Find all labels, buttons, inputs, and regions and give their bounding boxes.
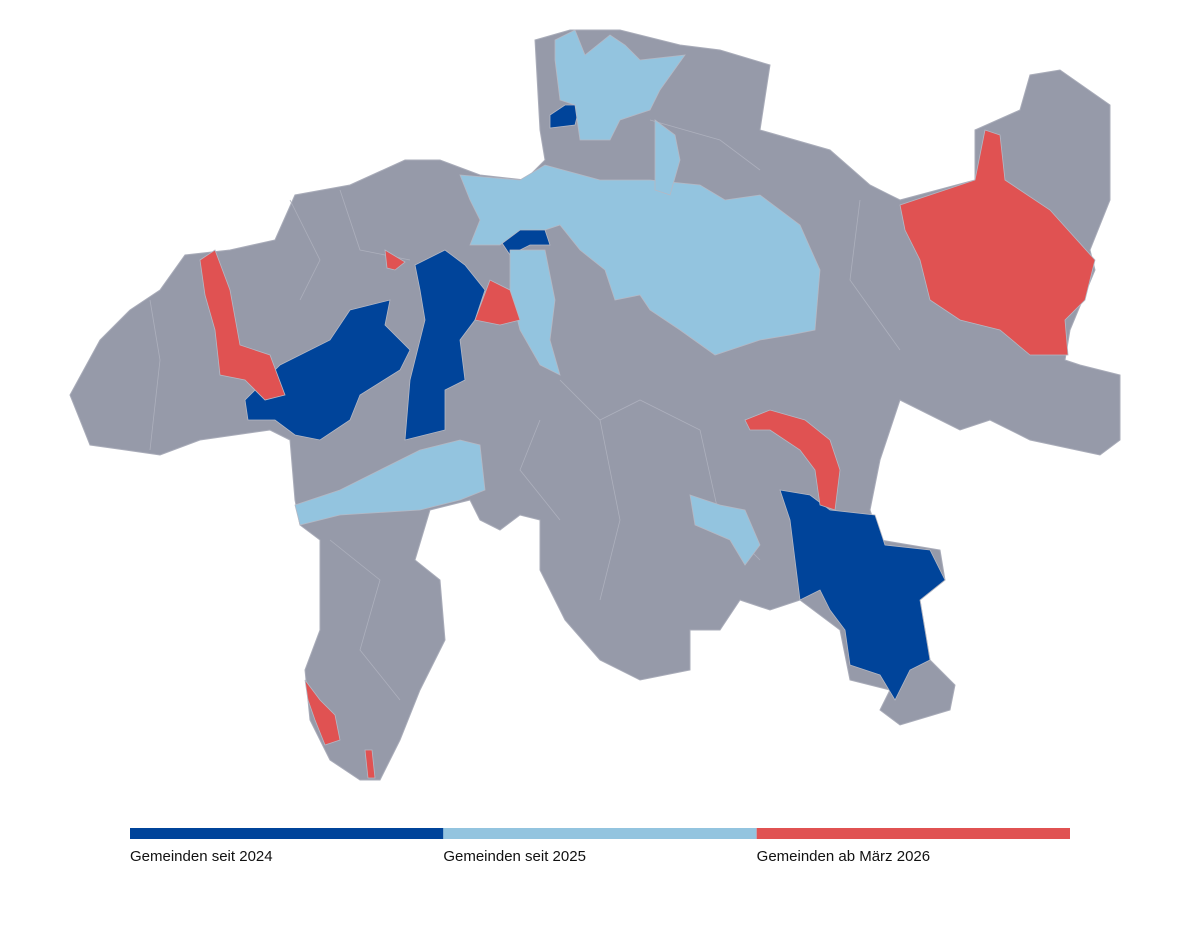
legend-swatch [756,828,1070,839]
legend-label: Gemeinden seit 2025 [443,848,586,865]
municipality [244,299,411,441]
legend-swatch [130,828,444,839]
municipality [459,164,821,356]
municipality [199,249,286,401]
highlighted-municipalities [199,29,1096,779]
legend-label: Gemeinden seit 2024 [130,848,273,865]
canton-outline [69,29,1121,781]
municipality [304,679,341,746]
legend: Gemeinden seit 2024 Gemeinden seit 2025 Ge… [130,828,1070,865]
municipality [689,494,761,566]
municipality [384,249,406,271]
municipality [899,129,1096,356]
municipality [744,409,841,511]
municipality [404,249,486,441]
legend-swatch [443,828,757,839]
municipality [474,279,521,326]
municipality [294,439,486,526]
municipality [654,119,681,196]
legend-label: Gemeinden ab März 2026 [757,848,930,865]
municipality [554,29,686,141]
municipality [364,749,376,779]
municipality [779,489,946,701]
map-base [69,29,1121,781]
